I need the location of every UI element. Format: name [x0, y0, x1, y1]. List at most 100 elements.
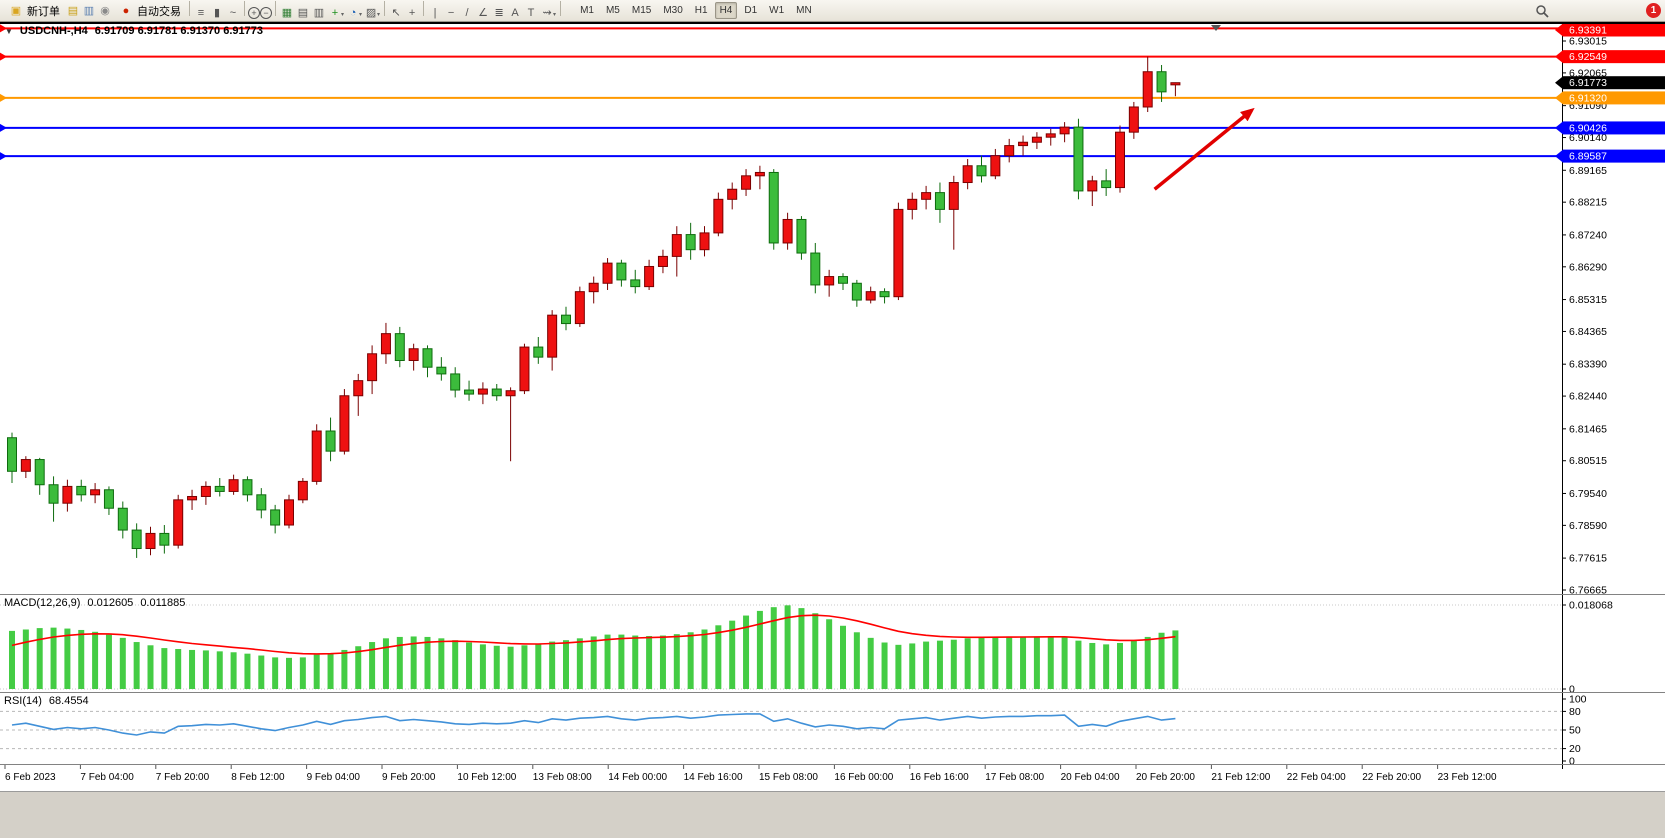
equidistant-channel-icon[interactable]: ∠ [478, 6, 488, 19]
vertical-line-icon[interactable]: | [433, 6, 437, 19]
chart-line-icon[interactable]: ~ [229, 6, 237, 19]
price-label-6.90426 [1563, 121, 1665, 135]
text-icon[interactable]: A [511, 6, 519, 19]
macd-bar [78, 629, 85, 689]
macd-bar [549, 641, 556, 689]
chart-tools-group: ≡ ▮ ~ + − ▦ ▤ ▥ + ▾ ◔ ▾ ▨▾ ↖ + | − / ∠ ≣ A T ⇝▾ [186, 0, 564, 21]
timeframe-mn-button[interactable]: MN [796, 5, 812, 16]
price-label-6.89587-text: 6.89587 [1569, 151, 1607, 163]
new-chart-dropdown-icon[interactable]: ▾ [341, 11, 345, 18]
templates-icon[interactable]: ▨ [365, 6, 377, 19]
macd-bar [202, 650, 209, 689]
price-label-6.89587-pointer [1555, 149, 1563, 163]
macd-bar [853, 632, 860, 689]
macd-bar [632, 635, 639, 689]
timeframe-m15-button[interactable]: M15 [631, 5, 652, 16]
macd-bar [826, 619, 833, 689]
templates-dropdown-icon[interactable]: ▾ [377, 11, 381, 18]
crosshair-icon[interactable]: + [408, 6, 416, 19]
trendline-icon[interactable]: / [465, 6, 469, 19]
chart-window[interactable]: 0.018068 0 100 80 50 20 0 6.93015 6.92065 6.91090… [0, 22, 1665, 791]
price-label-6.93391-text: 6.93391 [1569, 25, 1607, 37]
price-tick-label: 6.79540 [1569, 488, 1607, 500]
candle-body [1059, 126, 1070, 135]
market-watch-icon[interactable]: ▤ [67, 5, 79, 17]
cursor-icon[interactable]: ↖ [391, 6, 401, 19]
macd-bar [286, 657, 292, 689]
timeframe-m5-button[interactable]: M5 [605, 5, 620, 16]
time-axis[interactable]: 6 Feb 2023 7 Feb 04:00 7 Feb 20:00 8 Feb 12… [4, 765, 1497, 783]
fibonacci-icon[interactable]: ≣ [494, 6, 504, 19]
macd-bar [1033, 636, 1040, 689]
price-tick-label: 6.93015 [1569, 36, 1607, 48]
price-label-6.93391 [1563, 23, 1665, 37]
text-label-icon[interactable]: T [527, 6, 535, 19]
periods-dropdown-icon[interactable]: ▾ [359, 11, 363, 18]
price-scale[interactable]: 6.930156.920656.910906.901406.891656.882… [1555, 23, 1665, 769]
tile-windows-icon[interactable]: ▦ [281, 6, 293, 19]
trend-arrow-annotation[interactable] [1153, 107, 1255, 191]
horizontal-line-icon[interactable]: − [447, 6, 455, 19]
toolbar-separator [275, 0, 276, 16]
candle-body [62, 485, 73, 504]
autotrading-button[interactable]: ● 自动交易 [114, 2, 185, 20]
navigator-icon[interactable]: ◉ [100, 5, 110, 17]
periods-icon[interactable]: ◔ [349, 6, 357, 19]
new-order-button[interactable]: ▣ 新订单 [4, 2, 64, 20]
macd-bar [64, 628, 71, 689]
timeframe-w1-button[interactable]: W1 [769, 5, 785, 16]
time-label: 15 Feb 08:00 [759, 772, 818, 783]
notification-badge[interactable]: 1 [1646, 3, 1661, 18]
price-label-6.90426-pointer [1555, 121, 1563, 135]
macd-bar [715, 625, 722, 689]
arrows-tool-dropdown-icon[interactable]: ▾ [553, 11, 557, 18]
macd-name: MACD(12,26,9) [4, 597, 81, 609]
autotrading-label: 自动交易 [137, 5, 181, 18]
new-chart-icon[interactable]: + [331, 6, 339, 19]
ohlc-values: 6.91709 6.91781 6.91370 6.91773 [94, 25, 263, 37]
chart-canvas[interactable]: 0.018068010080502006.930156.920656.91090… [0, 23, 1665, 792]
time-label: 22 Feb 04:00 [1287, 772, 1346, 783]
macd-bar [992, 636, 999, 689]
candle-body [962, 165, 973, 184]
timeframe-m30-button[interactable]: M30 [663, 5, 683, 16]
search-icon[interactable] [1534, 3, 1550, 19]
macd-bar [355, 646, 362, 689]
time-label: 16 Feb 16:00 [910, 772, 969, 783]
time-label: 9 Feb 04:00 [307, 772, 361, 783]
zoom-out-icon[interactable]: − [260, 6, 272, 19]
candle-body [921, 192, 932, 200]
timeframe-d1-button[interactable]: D1 [744, 5, 758, 16]
macd-bar [327, 653, 334, 689]
timeframe-h1-button[interactable]: H1 [694, 5, 708, 16]
candle-body [242, 479, 253, 496]
one-click-trading-icon[interactable]: ▼ [5, 26, 13, 36]
macd-bar [798, 608, 805, 689]
candle-body [727, 188, 738, 200]
chart-bars-icon[interactable]: ≡ [197, 6, 205, 19]
macd-bar [687, 632, 694, 689]
macd-bar [950, 639, 957, 689]
arrange-windows-icon[interactable]: ▤ [297, 6, 309, 19]
chart-candles-icon[interactable]: ▮ [213, 6, 221, 19]
candle-body [1018, 141, 1029, 147]
zoom-in-icon[interactable]: + [248, 6, 260, 19]
arrows-tool-icon[interactable]: ⇝ [542, 6, 552, 19]
data-window-icon[interactable]: ▥ [83, 5, 95, 17]
candle-body [394, 333, 405, 361]
candle-body [782, 218, 793, 244]
macd-bar [1089, 642, 1096, 689]
toolbar-separator [384, 0, 386, 16]
rsi-name: RSI(14) [4, 695, 42, 707]
macd-bar [1103, 644, 1110, 689]
cascade-windows-icon[interactable]: ▥ [313, 6, 325, 19]
macd-bar [1061, 636, 1068, 689]
timeframe-h4-button[interactable]: H4 [714, 2, 738, 19]
timeframe-m1-button[interactable]: M1 [580, 5, 594, 16]
macd-bar [535, 644, 542, 689]
macd-bar [507, 646, 514, 689]
candle-body [1101, 180, 1112, 189]
rsi-tick-label: 0 [1569, 756, 1575, 768]
macd-tick-label: 0 [1569, 684, 1575, 696]
macd-bar [369, 642, 376, 689]
